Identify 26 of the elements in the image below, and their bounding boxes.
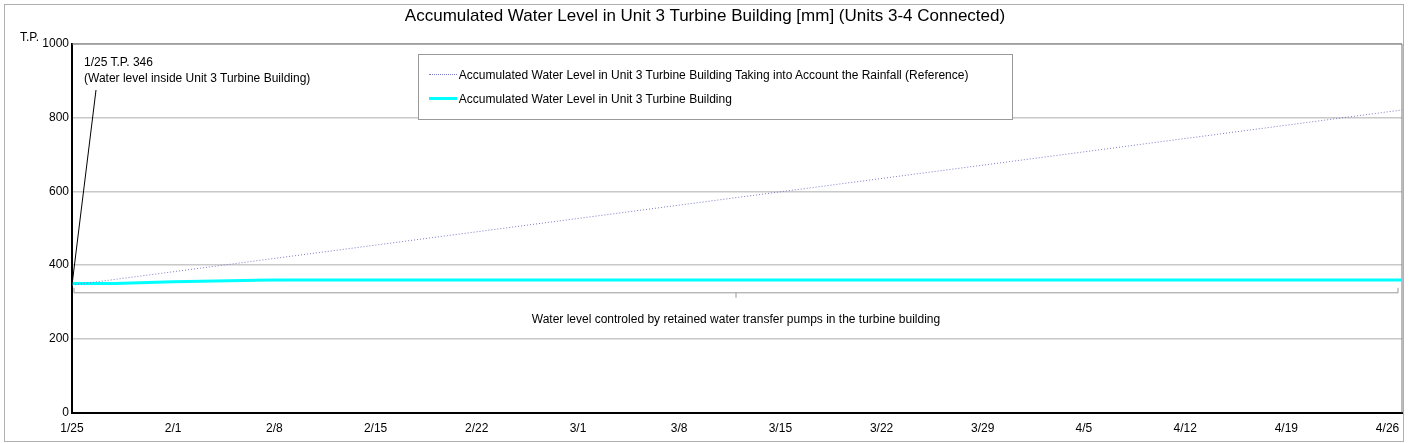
y-tick-label: 0 [62,404,70,419]
x-tick-label: 2/22 [465,421,489,436]
x-tick-label: 4/12 [1173,421,1198,436]
x-tick-label: 4/5 [1075,421,1093,436]
x-tick-label: 1/25 [60,421,84,436]
y-tick-label: 600 [48,183,70,198]
annotation: 1/25 T.P. 346 (Water level inside Unit 3 Turbine Building) [84,55,311,85]
x-tick-label: 3/8 [670,421,688,436]
chart-title: Accumulated Water Level in Unit 3 Turbine Building [mm] (Units 3-4 Connected) [403,6,1007,26]
ref-line-label: Water level controled by retained water transfer pumps in the turbine building [531,311,941,326]
x-tick-label: 2/8 [266,421,284,436]
legend-label: Accumulated Water Level in Unit 3 Turbine Building Taking into Account the Rainfall (Reference) [458,67,969,82]
x-tick-label: 4/26 [1375,421,1400,436]
y-tick-label: 400 [48,257,70,272]
y-tick-label: 1000 [42,36,70,51]
x-tick-label: 4/19 [1274,421,1299,436]
x-tick-label: 2/1 [164,421,182,436]
legend-label: Accumulated Water Level in Unit 3 Turbine Building [458,91,732,106]
y-tick-label: 800 [48,110,70,125]
x-tick-label: 3/22 [869,421,894,436]
y-axis-title: T.P. [20,30,40,44]
x-tick-label: 3/15 [768,421,793,436]
y-tick-label: 200 [48,331,70,346]
x-tick-label: 2/15 [363,421,388,436]
x-tick-label: 3/1 [569,421,587,436]
x-tick-label: 3/29 [971,421,995,436]
